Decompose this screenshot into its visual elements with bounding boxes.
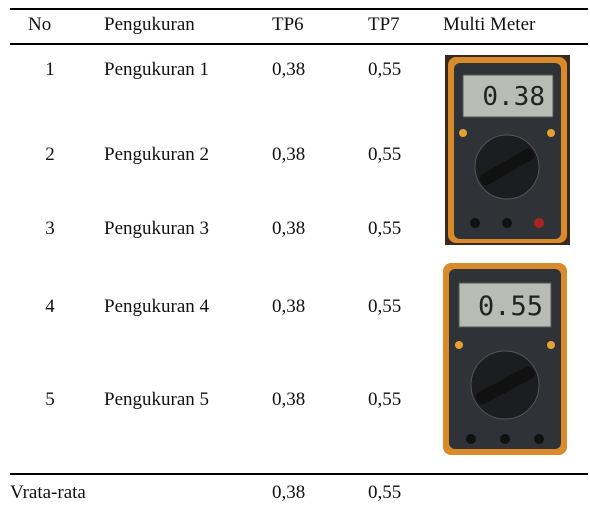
table-cell: 2 xyxy=(30,144,70,166)
table-cell: 0,55 xyxy=(368,218,401,240)
table-cell: 0,38 xyxy=(272,59,305,81)
multimeter-photo: 0.38 xyxy=(445,55,570,245)
header-cell: TP6 xyxy=(272,14,304,36)
table-cell: 0,55 xyxy=(368,296,401,318)
table-cell: 3 xyxy=(30,218,70,240)
meter-reading: 0.55 xyxy=(478,291,543,322)
table-cell: Pengukuran 5 xyxy=(104,389,209,411)
table-cell: Pengukuran 2 xyxy=(104,144,209,166)
table-cell: 0,38 xyxy=(272,296,305,318)
table-cell: 0,55 xyxy=(368,144,401,166)
header-rule xyxy=(10,43,588,45)
footer-cell: Vrata-rata xyxy=(10,482,86,504)
header-cell: Multi Meter xyxy=(443,14,535,36)
table-cell: 0,55 xyxy=(368,389,401,411)
top-rule xyxy=(10,8,588,10)
table-cell: 5 xyxy=(30,389,70,411)
table-cell: 0,55 xyxy=(368,59,401,81)
table-cell: Pengukuran 4 xyxy=(104,296,209,318)
multimeter-photo: 0.55 xyxy=(443,263,567,455)
footer-cell: 0,55 xyxy=(368,482,401,504)
table-cell: 0,38 xyxy=(272,218,305,240)
table-cell: 0,38 xyxy=(272,389,305,411)
header-cell: No xyxy=(28,14,51,36)
table-cell: 1 xyxy=(30,59,70,81)
table-cell: Pengukuran 3 xyxy=(104,218,209,240)
table-cell: 0,38 xyxy=(272,144,305,166)
table-cell: 4 xyxy=(30,296,70,318)
header-cell: TP7 xyxy=(368,14,400,36)
footer-cell: 0,38 xyxy=(272,482,305,504)
table-cell: Pengukuran 1 xyxy=(104,59,209,81)
table-page: 0.38 0.55 No Pengukuran TP6 TP7 Multi Meter 1… xyxy=(0,0,590,513)
footer-rule xyxy=(10,473,588,475)
meter-reading: 0.38 xyxy=(482,82,545,112)
header-cell: Pengukuran xyxy=(104,14,195,36)
